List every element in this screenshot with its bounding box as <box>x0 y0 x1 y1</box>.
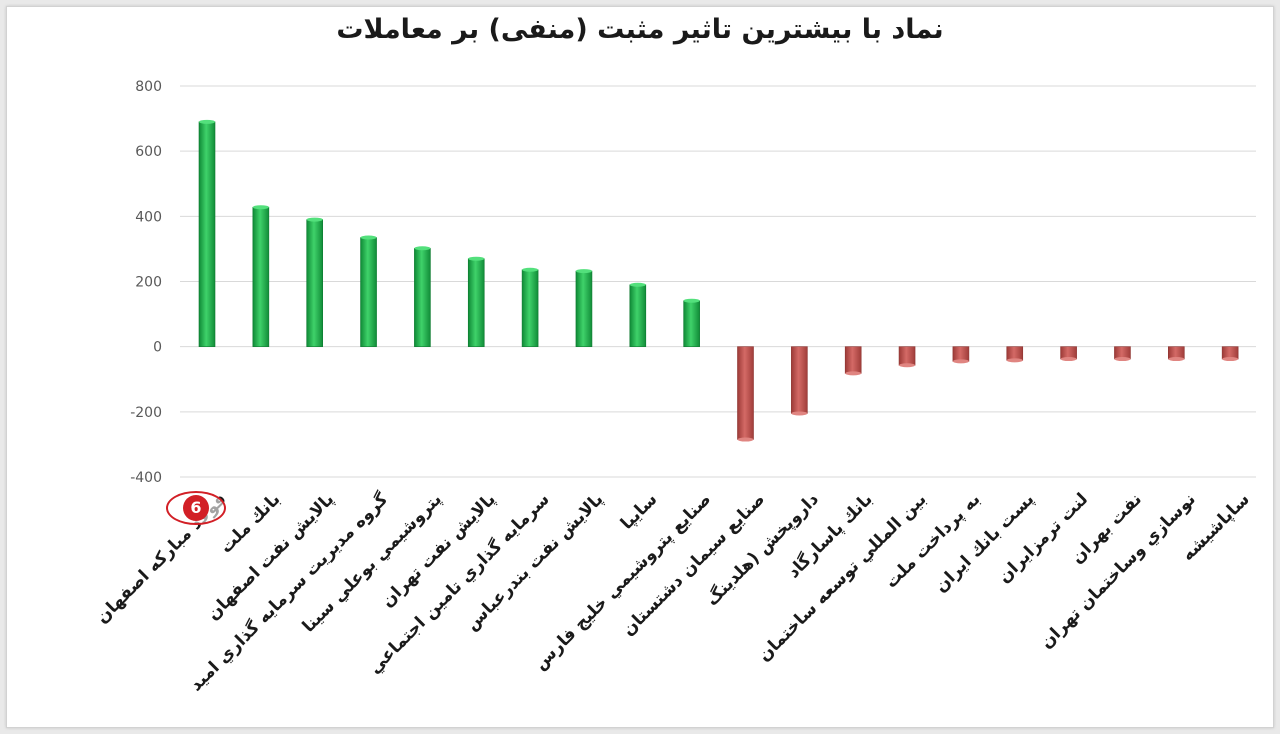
bar <box>683 300 700 347</box>
bar-cap <box>791 411 808 416</box>
bar-cap <box>1114 357 1131 362</box>
y-tick-label: 600 <box>135 144 162 160</box>
bar-cap <box>468 256 485 261</box>
y-tick-label: 0 <box>153 340 162 356</box>
bar-cap <box>199 119 215 124</box>
bar <box>467 258 485 347</box>
bar-cap <box>952 359 969 364</box>
bar-cap <box>1168 357 1185 362</box>
bar <box>791 346 808 414</box>
bar-cap <box>575 269 592 274</box>
bar <box>844 346 862 374</box>
bar <box>521 269 539 347</box>
bar-cap <box>252 205 269 210</box>
bar <box>252 206 270 347</box>
y-tick-label: 800 <box>135 79 162 95</box>
bar <box>898 346 916 366</box>
bar <box>629 284 647 347</box>
bar <box>360 237 377 347</box>
bar-cap <box>522 267 539 272</box>
bar-cap <box>414 246 431 251</box>
bar-cap <box>737 437 754 442</box>
bar-cap <box>1222 357 1239 362</box>
bar-cap <box>845 371 862 376</box>
y-tick-label: 200 <box>135 275 162 291</box>
y-tick-label: -400 <box>130 470 162 486</box>
x-category-label: سايپا <box>617 489 661 533</box>
brand-logo-mark: 6 <box>183 495 209 521</box>
bar-cap <box>629 282 646 287</box>
bar-cap <box>1006 358 1023 363</box>
bar-cap <box>683 298 700 303</box>
bar-cap <box>899 363 916 368</box>
bar <box>1006 346 1024 361</box>
bar <box>737 346 754 440</box>
bar-cap <box>360 235 377 240</box>
bar-cap <box>306 217 323 222</box>
y-tick-label: 400 <box>135 209 162 225</box>
chart-card <box>6 6 1274 728</box>
y-tick-label: -200 <box>130 405 162 421</box>
bar <box>952 346 970 362</box>
bar <box>575 270 593 347</box>
bar <box>198 121 216 347</box>
bar <box>414 247 431 347</box>
brand-logo-icon: 6 <box>166 491 226 525</box>
chart-title: نماد با بیشترین تاثیر مثبت (منفی) بر معا… <box>336 14 944 45</box>
x-category-label: به پرداخت ملت <box>881 489 984 592</box>
x-category-label: پست بانك ايران <box>931 489 1038 596</box>
bar <box>306 219 324 347</box>
bar-cap <box>1060 357 1077 362</box>
